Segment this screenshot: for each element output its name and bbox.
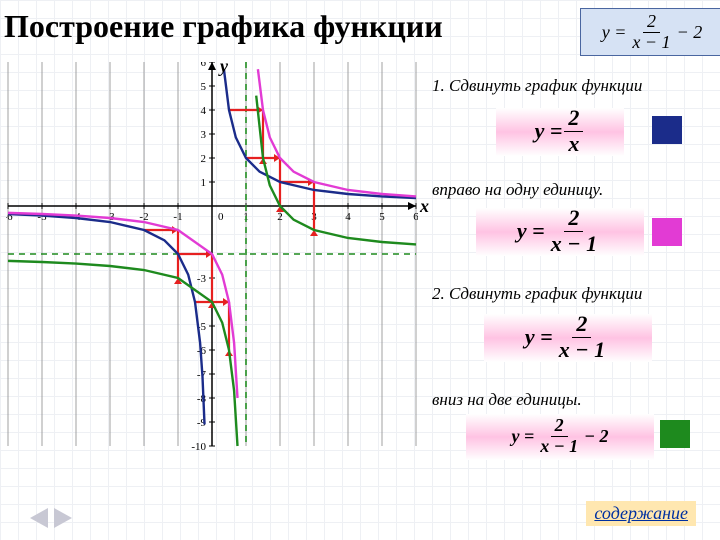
swatch-magenta [652, 218, 682, 246]
svg-text:-8: -8 [197, 393, 207, 405]
contents-link[interactable]: содержание [586, 501, 696, 526]
formula-3: y =2x − 1 [498, 316, 638, 358]
function-chart: -6-5-4-3-2-1123456123456-3-5-6-7-8-9-100 [6, 62, 418, 492]
svg-text:3: 3 [201, 129, 207, 141]
svg-text:5: 5 [379, 211, 385, 223]
x-axis-label: x [420, 196, 429, 217]
svg-text:2: 2 [201, 153, 207, 165]
svg-text:-10: -10 [191, 441, 206, 453]
svg-text:-3: -3 [197, 273, 207, 285]
svg-text:0: 0 [218, 211, 224, 223]
main-formula: y =2x − 1− 2 [580, 8, 720, 56]
step2b-text: вниз на две единицы. [432, 390, 582, 410]
formula-4: y =2x − 1− 2 [480, 416, 640, 456]
svg-text:4: 4 [345, 211, 351, 223]
svg-text:6: 6 [201, 62, 207, 69]
page-title: Построение графика функции [4, 8, 443, 45]
step2-text: 2. Сдвинуть график функции [432, 284, 642, 304]
formula-1: y =2x [510, 110, 610, 152]
prev-icon[interactable] [30, 508, 48, 528]
svg-text:6: 6 [413, 211, 418, 223]
nav-arrows[interactable] [30, 508, 72, 528]
svg-text:2: 2 [277, 211, 283, 223]
swatch-green [660, 420, 690, 448]
svg-text:5: 5 [201, 81, 207, 93]
step1b-text: вправо на одну единицу. [432, 180, 603, 200]
y-axis-label: y [220, 56, 228, 77]
next-icon[interactable] [54, 508, 72, 528]
svg-text:1: 1 [201, 177, 207, 189]
svg-text:4: 4 [201, 105, 207, 117]
swatch-blue [652, 116, 682, 144]
formula-2: y =2x − 1 [490, 210, 630, 252]
svg-text:-1: -1 [173, 211, 182, 223]
step1-text: 1. Сдвинуть график функции [432, 76, 642, 96]
